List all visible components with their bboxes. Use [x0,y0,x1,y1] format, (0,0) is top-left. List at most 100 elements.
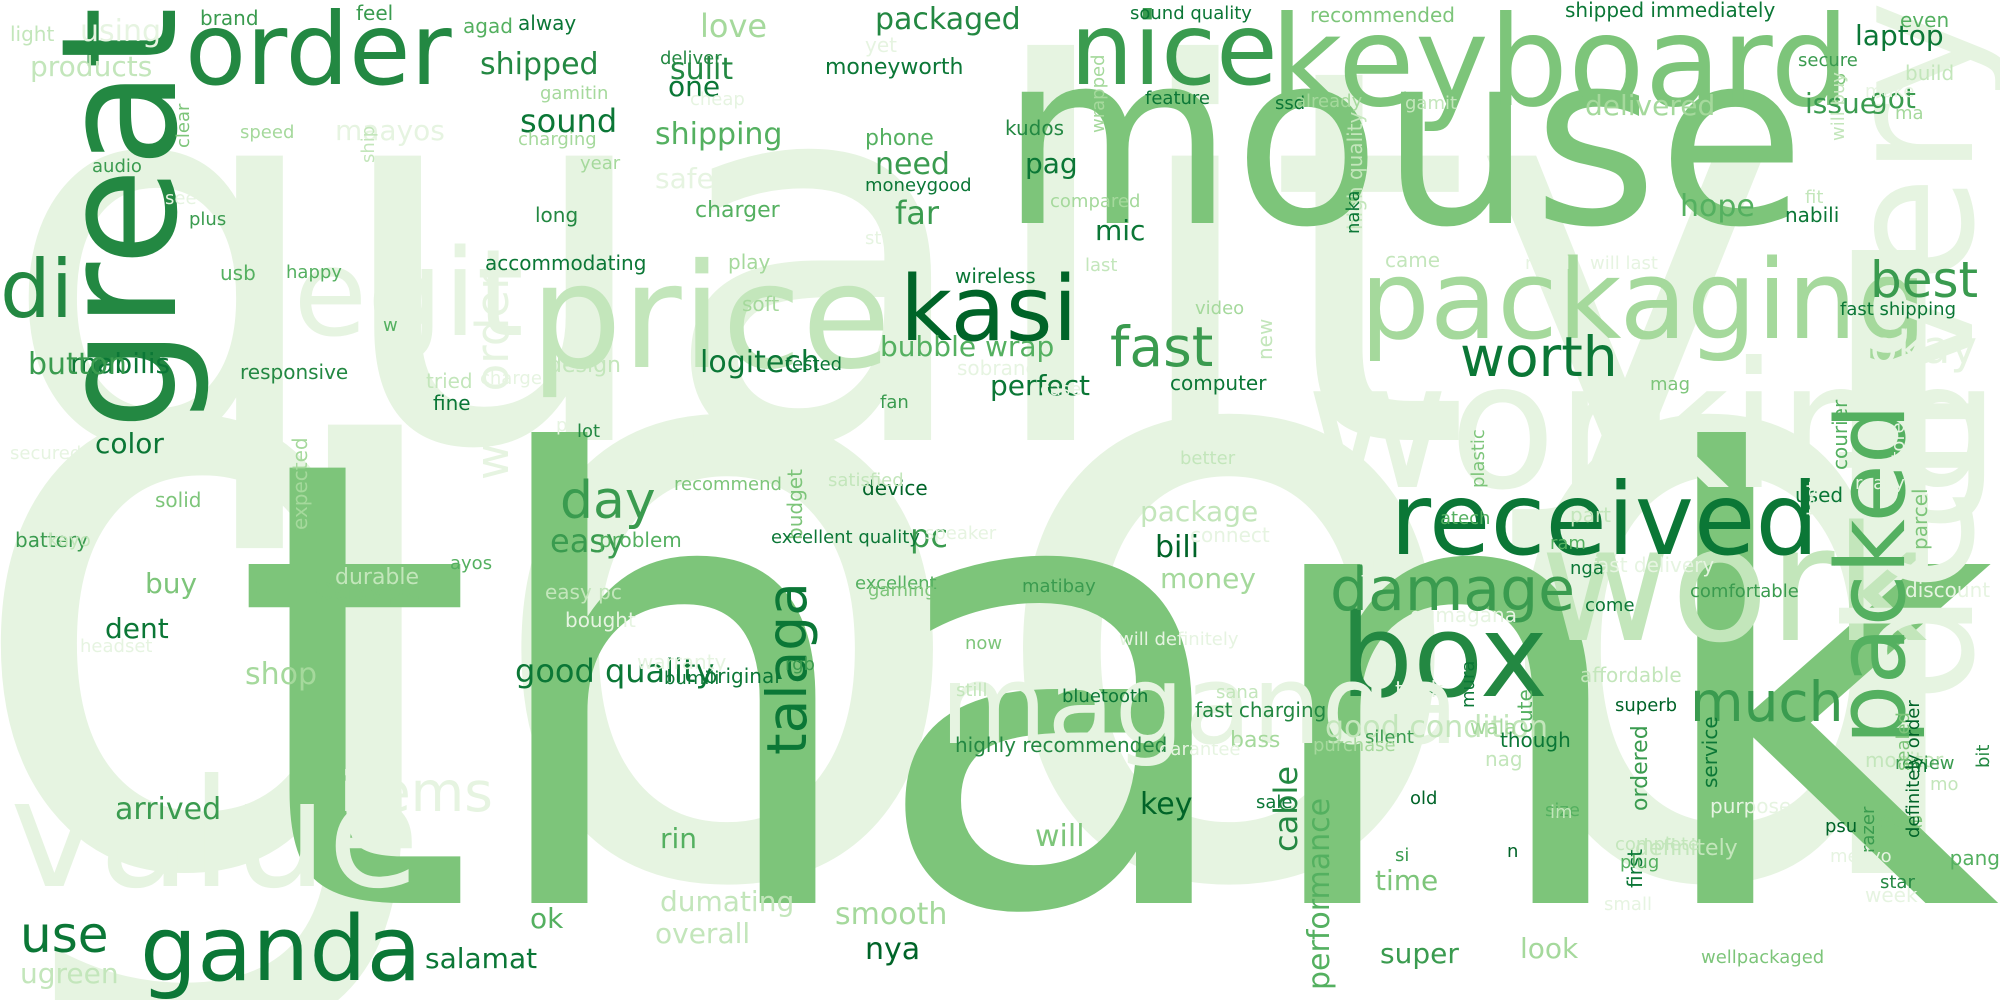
cloud-word: build [1905,61,1955,85]
cloud-word: ssd [1275,93,1306,114]
cloud-word: bass [1230,728,1281,753]
cloud-word: definitely [1635,836,1738,861]
cloud-word: size [1545,800,1580,821]
cloud-word: sulit [670,52,734,87]
cloud-word: hope [1680,189,1755,224]
cloud-word: lot [577,421,601,442]
cloud-word: fast charging [1195,698,1327,722]
cloud-word: use [20,906,109,964]
cloud-word: items [340,760,493,824]
cloud-word: discount [1905,578,1991,602]
cloud-word: di [0,243,74,336]
cloud-word: charging [518,129,597,150]
cloud-word: silent [1365,727,1414,748]
cloud-word: mouse [1000,0,1806,280]
cloud-word: good [0,113,2000,1000]
cloud-word: phone [865,126,934,151]
cloud-word: tested [785,354,843,375]
cloud-word: garantee [1159,739,1241,760]
cloud-word: p [1835,68,1847,89]
cloud-word: think [690,426,736,447]
cloud-word: color [95,427,164,460]
cloud-word: fast shipping [1840,299,1956,320]
cloud-word: gamitin [540,83,609,104]
cloud-word: new [1253,318,1277,360]
cloud-word: maayos [335,114,445,147]
cloud-word: clear [173,103,194,148]
cloud-word: delivered [1585,89,1716,122]
cloud-word: fine [433,391,471,415]
cloud-word: rin [660,822,698,855]
cloud-word: much [1690,670,1844,734]
cloud-word: ayos [450,553,493,574]
cloud-word: old [1410,788,1438,809]
cloud-word: already [1295,91,1363,112]
cloud-word: best [1870,251,1979,309]
cloud-word: comfortable [1690,581,1799,602]
cloud-word: work [1540,491,1928,678]
cloud-word: kasi [900,257,1078,362]
cloud-word: love [700,7,768,45]
cloud-word: superb [1615,695,1678,716]
cloud-word: secured [10,443,82,464]
cloud-word: bili [1155,530,1200,565]
cloud-word: salamat [425,942,538,975]
cloud-word: sobrang [957,356,1039,380]
cloud-word: mic [1095,214,1146,247]
cloud-word: plus [189,209,227,230]
cloud-word: purchase [1313,735,1396,756]
cloud-word: performance [1302,797,1337,990]
cloud-word: agad [463,14,513,38]
cloud-word: charger [695,198,780,223]
cloud-word: gamit [1405,93,1458,114]
cloud-word: responsive [240,360,349,384]
cloud-word: device [862,476,928,500]
cloud-word: pag [1025,147,1078,180]
cloud-word: warranty [637,650,727,674]
cloud-word: expected [288,437,312,530]
cloud-word: solid [155,488,202,512]
cloud-word: durable [335,565,420,590]
cloud-word: kudos [1005,116,1064,140]
cloud-word: ship [358,125,379,163]
cloud-word: maganda [940,641,1459,769]
cloud-word: store [1888,422,1909,468]
cloud-word: ugreen [20,957,119,990]
cloud-word: original [705,664,780,688]
cloud-word: headset [80,636,153,657]
cloud-word: box [1340,590,1548,724]
cloud-word: case [1040,379,1082,400]
cloud-word: day [560,471,656,531]
cloud-word: ma [1895,103,1924,124]
cloud-word: pc [910,517,948,555]
cloud-word: part [1570,503,1612,527]
cloud-word: excellent quality [771,527,920,548]
cloud-word: palo [556,415,595,436]
cloud-word: bumili [664,668,720,689]
cloud-word: moneyworth [825,55,964,80]
cloud-word: speaker [925,523,997,544]
cloud-word: super [1380,937,1459,970]
cloud-word: got [1870,82,1916,115]
cloud-word: easy pc [545,580,622,604]
cloud-word: si [1395,845,1410,866]
cloud-word: will definitely [1119,629,1239,650]
cloud-word: plug [1620,852,1660,873]
cloud-word: definitely order [1903,700,1924,838]
cloud-word: far [895,194,940,232]
cloud-word: look [1520,932,1579,965]
cloud-word: button [28,347,127,382]
cloud-word: star [1880,872,1915,893]
cloud-word: shipping [655,117,783,152]
cloud-word: m [1910,756,1928,777]
cloud-word: monitor [1865,748,1944,772]
cloud-word: ok [530,902,564,935]
cloud-word: quality [0,0,1779,563]
cloud-word: psu [1825,816,1858,837]
cloud-word: even [1900,8,1950,32]
cloud-word: yun [1360,553,1398,577]
cloud-word: kayo [48,530,91,551]
cloud-word: courier [1828,399,1852,470]
cloud-word: smooth [835,897,948,932]
cloud-word: still [956,680,988,701]
